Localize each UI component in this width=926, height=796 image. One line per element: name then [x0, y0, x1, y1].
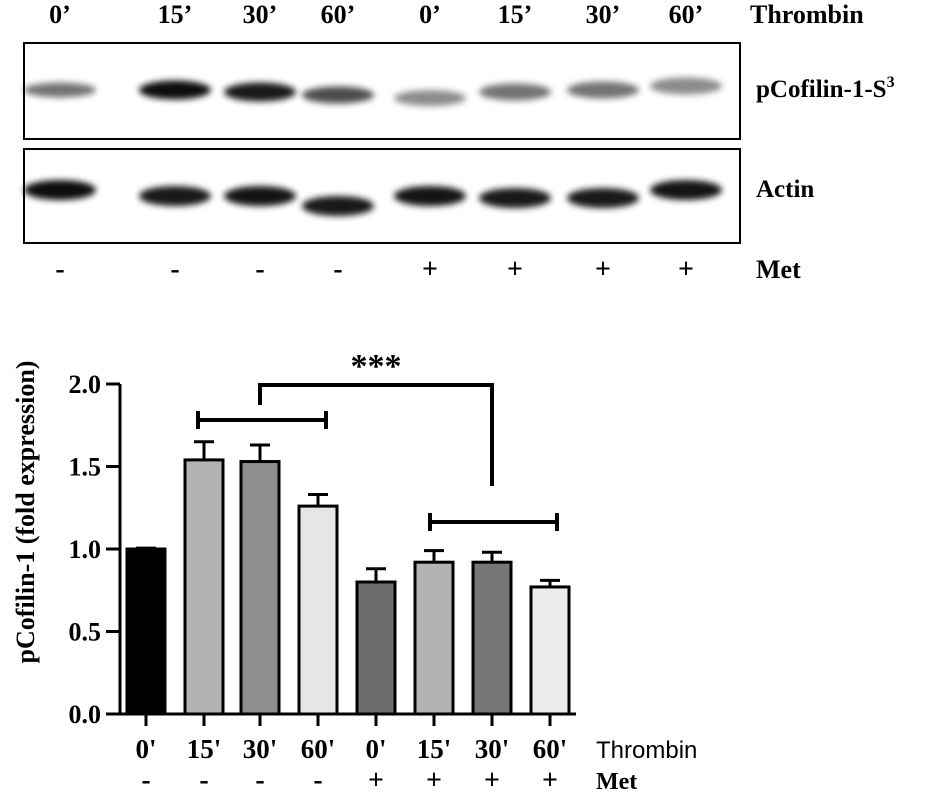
blot-band	[139, 186, 211, 206]
bands-pcofilin	[24, 77, 722, 106]
x-tick-label: 0'	[135, 734, 156, 764]
x-met-sign: -	[255, 765, 264, 796]
x-tick-label: 60'	[301, 734, 336, 764]
x-met-sign: +	[542, 765, 558, 796]
error-bar	[366, 567, 386, 582]
error-bars	[136, 440, 560, 587]
x-met-sign: -	[199, 765, 208, 796]
blot-lane-label: 15’	[498, 0, 533, 29]
bar-chart: pCofilin-1 (fold expression) 0.0 0.5 1.0 1.…	[11, 348, 697, 796]
bar	[413, 560, 455, 716]
bracket-met-group	[428, 513, 559, 531]
bar	[239, 460, 281, 716]
y-tick-label: 2.0	[69, 370, 102, 399]
blot-met-sign: +	[507, 254, 523, 285]
blot-lane-label: 15’	[158, 0, 193, 29]
y-axis: 0.0 0.5 1.0 1.5 2.0	[69, 370, 122, 729]
blot-band	[302, 196, 374, 216]
blot-met-sign: +	[678, 254, 694, 285]
blot-lane-label: 30’	[243, 0, 278, 29]
x-met-sign: -	[141, 765, 150, 796]
bar	[183, 458, 225, 716]
error-bar	[424, 549, 444, 563]
blot-panel-actin: Actin	[23, 148, 814, 244]
blot-band	[650, 77, 722, 95]
bar	[297, 504, 339, 716]
blot-met-sign: +	[422, 254, 438, 285]
error-bar	[540, 578, 560, 587]
blot-band	[24, 82, 96, 98]
blot-band	[479, 83, 551, 101]
blot-met-sign: -	[170, 254, 179, 285]
blot-band	[394, 186, 466, 206]
blot-band	[24, 180, 96, 200]
bracket-comparison	[258, 383, 494, 486]
blot-lane-label: 30’	[586, 0, 621, 29]
blot-band	[479, 188, 551, 208]
bar	[355, 580, 397, 716]
blot-met-sign: -	[333, 254, 342, 285]
error-bar	[482, 550, 502, 563]
error-bar	[194, 440, 214, 460]
x-tick-labels: 0' 15' 30' 60' 0' 15' 30' 60'	[135, 734, 567, 764]
x-met-sign: -	[313, 765, 322, 796]
y-tick-label: 0.5	[69, 618, 102, 647]
blot-band	[650, 180, 722, 200]
blot-lane-label: 60’	[321, 0, 356, 29]
y-axis-label: pCofilin-1 (fold expression)	[11, 361, 40, 664]
blot-met-label: Met	[756, 255, 801, 284]
significance-brackets	[196, 383, 559, 531]
blot-panel-pcofilin: pCofilin-1-S3	[23, 42, 895, 140]
x-tick-label: 15'	[187, 734, 222, 764]
blot-band	[139, 80, 211, 100]
x-met-sign: +	[368, 765, 384, 796]
blot-met-sign: -	[255, 254, 264, 285]
blot-met-sign: +	[595, 254, 611, 285]
x-met-sign: +	[426, 765, 442, 796]
significance-stars: ***	[351, 348, 402, 385]
bar	[529, 585, 571, 716]
x-met-sign: +	[484, 765, 500, 796]
blot-met-sign: -	[55, 254, 64, 285]
x-tick-label: 30'	[243, 734, 278, 764]
y-tick-label: 1.0	[69, 535, 102, 564]
x-tick-label: 30'	[475, 734, 510, 764]
bar	[471, 560, 513, 716]
blot-band	[394, 90, 466, 106]
blot-band	[224, 186, 296, 206]
bars	[118, 458, 576, 726]
bands-actin	[24, 180, 722, 216]
blot-lane-label: 0’	[49, 0, 71, 29]
blot-label-actin: Actin	[756, 176, 814, 203]
western-blot: 0’ 15’ 30’ 60’ 0’ 15’ 30’ 60’ Thrombin pCofilin…	[23, 0, 895, 285]
x-tick-label: 60'	[533, 734, 568, 764]
x-tick-label: 0'	[365, 734, 386, 764]
blot-band	[567, 188, 639, 208]
x-met-signs: - - - - + + + +	[141, 765, 558, 796]
blot-treatment-label: Thrombin	[750, 0, 864, 29]
blot-lane-label: 60’	[669, 0, 704, 29]
blot-met-signs: - - - - + + + +	[55, 254, 694, 285]
blot-lane-label: 0’	[419, 0, 441, 29]
blot-lane-labels: 0’ 15’ 30’ 60’ 0’ 15’ 30’ 60’	[49, 0, 703, 29]
blot-band	[224, 82, 296, 102]
bar	[125, 547, 167, 716]
blot-band	[302, 86, 374, 104]
error-bar	[136, 546, 156, 550]
x-met-label: Met	[596, 769, 637, 795]
bracket-thrombin-group	[196, 411, 328, 429]
y-tick-label: 0.0	[69, 700, 102, 729]
error-bar	[250, 443, 270, 462]
error-bar	[308, 493, 328, 507]
x-treatment-label: Thrombin	[596, 737, 697, 764]
blot-label-pcofilin: pCofilin-1-S3	[756, 74, 895, 103]
blot-band	[567, 81, 639, 99]
y-tick-label: 1.5	[69, 453, 102, 482]
x-tick-label: 15'	[417, 734, 452, 764]
